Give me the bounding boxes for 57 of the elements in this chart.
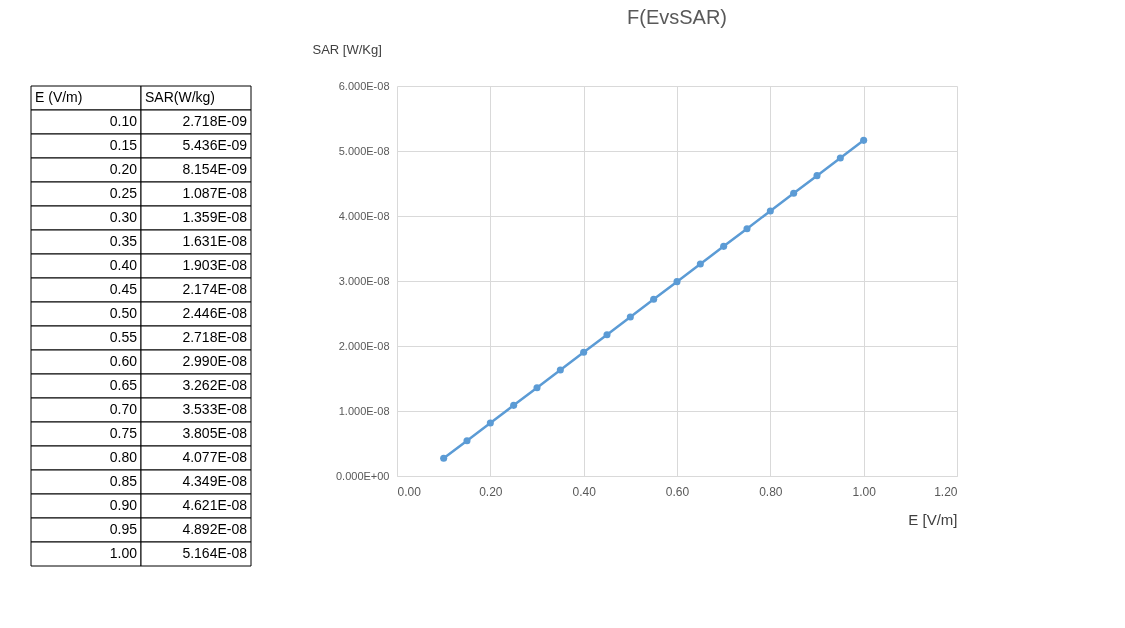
text: 0.85: [109, 473, 138, 489]
text: 0.45: [109, 281, 138, 297]
text: 2.718E-09: [182, 113, 248, 129]
x-tick-label: 0.40: [572, 484, 597, 499]
x-tick-label: 0.80: [759, 484, 783, 499]
y-tick-label: 6.000E-08: [338, 79, 390, 92]
text: 0.35: [109, 233, 138, 249]
text: 5.436E-09: [182, 137, 248, 153]
y-tick-label: 1.000E-08: [338, 404, 390, 417]
text: 1.903E-08: [182, 257, 248, 273]
text: 4.892E-08: [182, 521, 248, 537]
text: 4.349E-08: [182, 473, 248, 489]
x-tick-label: 1.00: [852, 484, 877, 499]
text: 4.077E-08: [182, 449, 248, 465]
text: 0.10: [109, 113, 138, 129]
text: 0.60: [109, 353, 138, 369]
text: 0.65: [109, 377, 138, 393]
x-tick-label: 1.20: [934, 484, 958, 499]
text: 0.80: [109, 449, 138, 465]
text: 1.087E-08: [182, 185, 248, 201]
text: 0.95: [109, 521, 138, 537]
text: 4.621E-08: [182, 497, 248, 513]
text: 8.154E-09: [182, 161, 248, 177]
text: 1.631E-08: [182, 233, 248, 249]
text: 2.990E-08: [182, 353, 248, 369]
y-tick-label: 2.000E-08: [338, 339, 390, 352]
text: 0.75: [109, 425, 138, 441]
text: 3.533E-08: [182, 401, 248, 417]
text: 0.15: [109, 137, 138, 153]
text: 0.20: [109, 161, 138, 177]
text: SAR(W/kg): [145, 89, 215, 105]
text: 0.40: [109, 257, 138, 273]
x-tick-label: 0.60: [665, 484, 690, 499]
text: 0.25: [109, 185, 138, 201]
text: 0.90: [109, 497, 138, 513]
text: 0.50: [109, 305, 138, 321]
text: 0.30: [109, 209, 138, 225]
x-tick-label: 0.00: [397, 484, 422, 499]
text: 3.805E-08: [182, 425, 248, 441]
y-tick-label: 4.000E-08: [338, 209, 390, 222]
x-axis-title: E [V/m]: [908, 510, 958, 528]
text: 2.174E-08: [182, 281, 248, 297]
text: 2.718E-08: [182, 329, 248, 345]
text: 2.446E-08: [182, 305, 248, 321]
text: 5.164E-08: [182, 545, 248, 561]
chart-title: F(EvsSAR): [627, 6, 727, 28]
text: E (V/m): [35, 89, 83, 105]
text: 1.00: [109, 545, 138, 561]
y-tick-label: 3.000E-08: [338, 274, 390, 287]
y-tick-label: 0.000E+00: [335, 469, 390, 482]
x-tick-label: 0.20: [479, 484, 503, 499]
text: 3.262E-08: [182, 377, 248, 393]
text: 1.359E-08: [182, 209, 248, 225]
y-axis-title: SAR [W/Kg]: [312, 41, 382, 57]
y-tick-label: 5.000E-08: [338, 144, 390, 157]
text: 0.55: [109, 329, 138, 345]
text: 0.70: [109, 401, 138, 417]
